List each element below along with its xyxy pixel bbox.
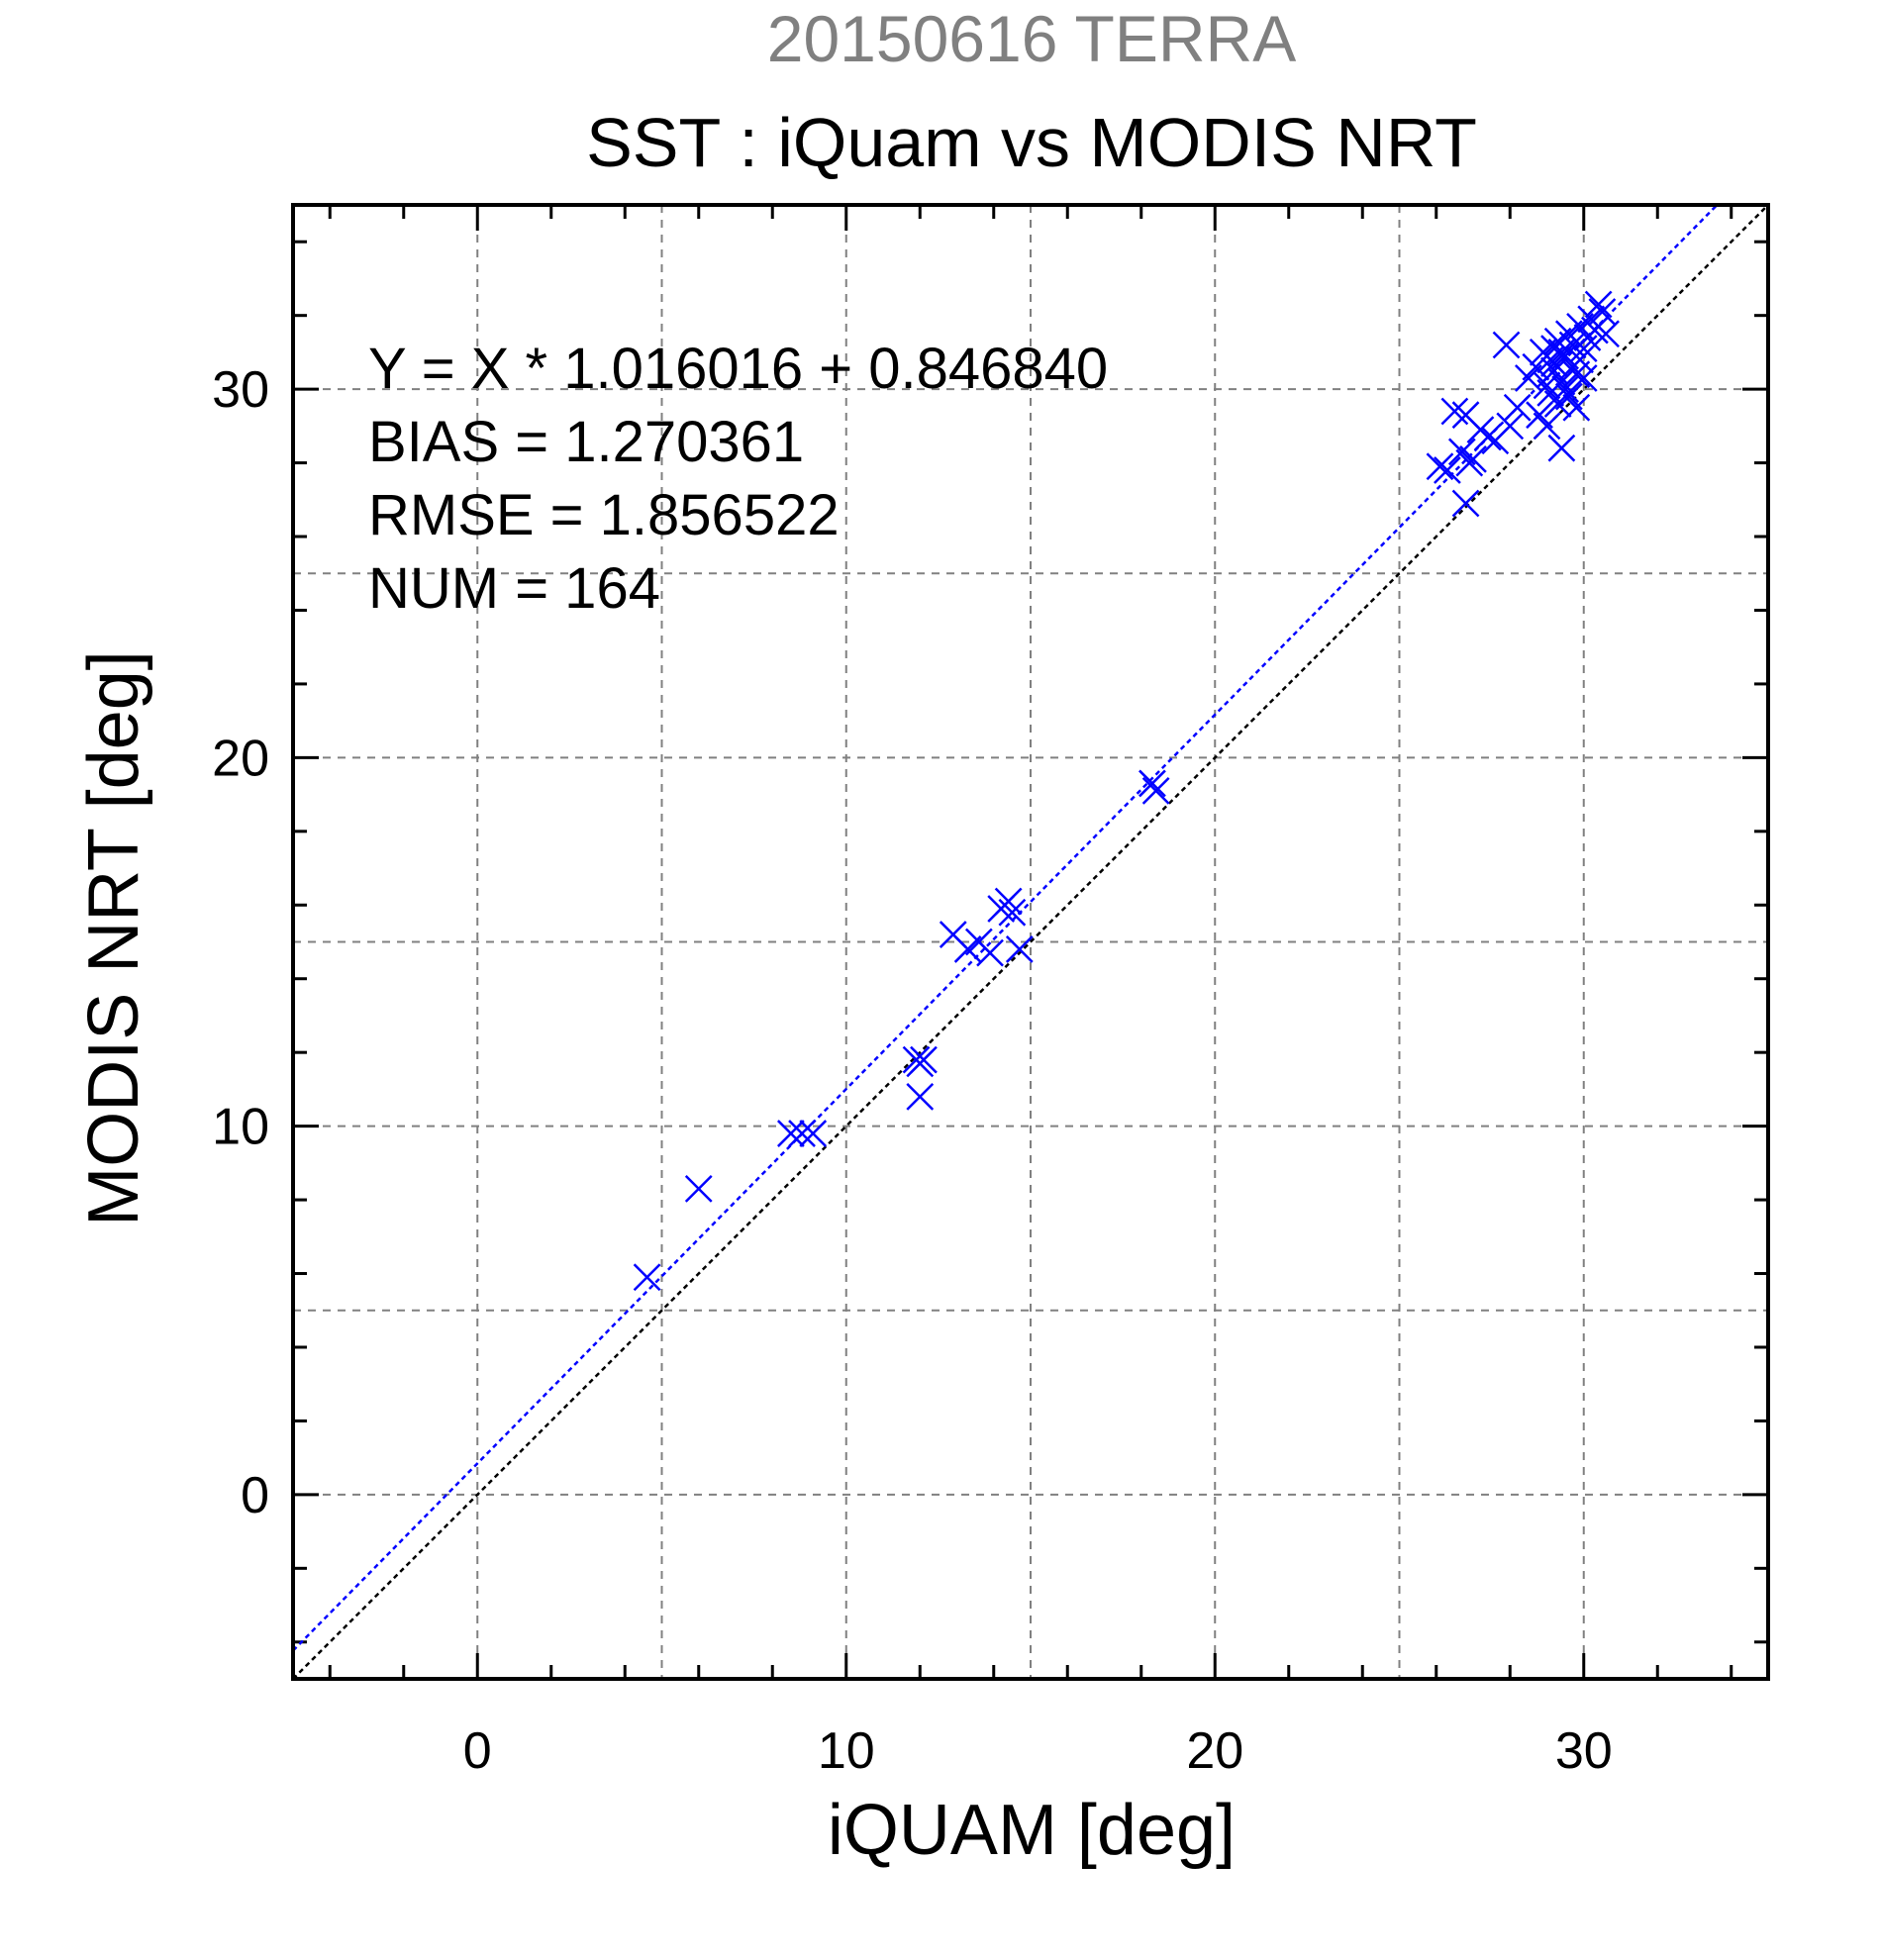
data-point-stroke	[1562, 393, 1591, 422]
data-point-stroke	[1566, 345, 1594, 374]
data-point-stroke	[1540, 356, 1568, 385]
data-point-stroke	[1533, 412, 1561, 441]
data-point-stroke	[1569, 364, 1598, 392]
data-point-stroke	[1547, 434, 1576, 462]
data-point	[776, 1120, 805, 1147]
data-point	[799, 1120, 828, 1147]
plot-frame	[291, 203, 1770, 1681]
data-point	[684, 1175, 713, 1203]
x-tick-label: 0	[463, 1722, 492, 1780]
data-point	[1451, 489, 1480, 518]
data-point-stroke	[1459, 444, 1487, 473]
data-point-stroke	[1451, 401, 1480, 430]
data-point	[1503, 393, 1532, 422]
data-point	[1440, 397, 1469, 426]
data-point	[1566, 345, 1594, 374]
x-tick-label: 10	[818, 1722, 875, 1780]
data-points	[633, 290, 1620, 1292]
data-point	[1581, 316, 1609, 344]
y-tick-label: 0	[241, 1467, 269, 1524]
data-point	[633, 1263, 661, 1292]
data-point	[1569, 335, 1598, 363]
data-point-stroke	[1474, 423, 1502, 451]
rmse-label: RMSE = 1.856522	[368, 483, 840, 547]
fit-equation: Y = X * 1.016016 + 0.846840	[368, 337, 1108, 401]
data-point-stroke	[1584, 290, 1613, 319]
data-point	[1592, 320, 1620, 348]
data-point	[1547, 339, 1576, 366]
y-tick-label: 30	[212, 361, 269, 419]
data-point	[1496, 412, 1525, 441]
x-tick-label: 20	[1186, 1722, 1243, 1780]
data-point-stroke	[1426, 452, 1454, 481]
data-point-stroke	[1440, 397, 1469, 426]
tick-labels: 0 10 20 30 0 10 20 30	[212, 361, 1613, 1780]
data-point	[788, 1120, 816, 1147]
data-point-stroke	[788, 1120, 816, 1147]
data-point-stroke	[633, 1263, 661, 1292]
data-point	[1141, 776, 1170, 805]
data-point	[906, 1049, 935, 1078]
data-point	[1492, 331, 1521, 359]
data-point-stroke	[906, 1082, 935, 1111]
data-point-stroke	[1554, 382, 1583, 411]
y-tick-label: 20	[212, 730, 269, 787]
data-point-stroke	[998, 898, 1027, 927]
data-point-stroke	[1496, 412, 1525, 441]
data-point-stroke	[1581, 316, 1609, 344]
data-point	[1547, 434, 1576, 462]
data-point-stroke	[1492, 331, 1521, 359]
data-point-stroke	[1434, 456, 1461, 484]
x-axis-title: iQUAM [deg]	[828, 1791, 1236, 1870]
data-point-stroke	[799, 1120, 828, 1147]
data-point	[1474, 423, 1502, 451]
reference-lines	[292, 204, 1769, 1680]
data-point	[1584, 290, 1613, 319]
data-point	[998, 898, 1027, 927]
data-point-stroke	[1547, 367, 1576, 396]
chart-subtitle: SST : iQuam vs MODIS NRT	[586, 104, 1477, 181]
data-point-stroke	[1141, 776, 1170, 805]
data-point	[1588, 298, 1617, 326]
data-point-stroke	[1447, 438, 1476, 466]
data-point	[1426, 452, 1454, 481]
data-point-stroke	[1138, 769, 1166, 798]
data-point-stroke	[1588, 298, 1617, 326]
y-tick-label: 10	[212, 1099, 269, 1156]
data-point-stroke	[1569, 335, 1598, 363]
data-point	[1533, 412, 1561, 441]
num-label: NUM = 164	[368, 556, 660, 621]
y-axis-title: MODIS NRT [deg]	[74, 650, 153, 1226]
data-point	[994, 887, 1023, 916]
data-point-stroke	[1503, 393, 1532, 422]
minor-ticks	[293, 205, 1768, 1679]
bias-label: BIAS = 1.270361	[368, 410, 804, 474]
data-point-stroke	[906, 1049, 935, 1078]
data-point	[1459, 444, 1487, 473]
data-point	[1547, 367, 1576, 396]
data-point-stroke	[1526, 401, 1553, 430]
data-point-stroke	[939, 921, 967, 948]
data-point-stroke	[1592, 320, 1620, 348]
chart-title: 20150616 TERRA	[767, 2, 1296, 75]
data-point	[1005, 935, 1034, 963]
data-point	[1138, 769, 1166, 798]
x-tick-label: 30	[1555, 1722, 1613, 1780]
data-point-stroke	[684, 1175, 713, 1203]
data-point-stroke	[1451, 489, 1480, 518]
data-point	[1562, 393, 1591, 422]
data-point	[1569, 364, 1598, 392]
data-point-stroke	[976, 938, 1004, 967]
data-point	[1434, 456, 1461, 484]
data-point-stroke	[1547, 339, 1576, 366]
data-point-stroke	[776, 1120, 805, 1147]
identity-line	[292, 204, 1769, 1680]
data-point-stroke	[1551, 375, 1580, 404]
data-point	[1551, 375, 1580, 404]
data-point-stroke	[994, 887, 1023, 916]
data-point	[906, 1082, 935, 1111]
data-point-stroke	[1005, 935, 1034, 963]
data-point	[976, 938, 1004, 967]
